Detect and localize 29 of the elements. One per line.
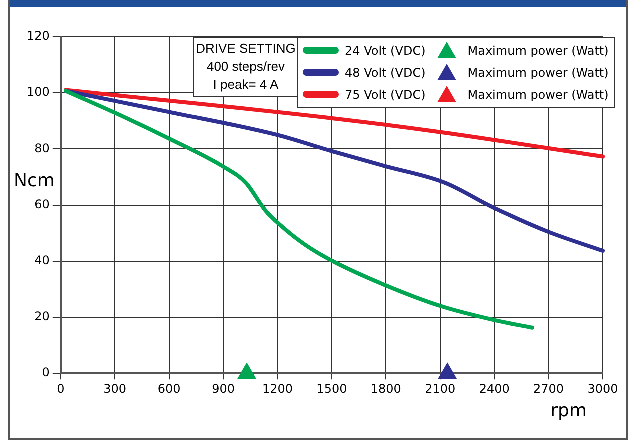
legend-label: Maximum power (Watt) (468, 44, 609, 58)
x-tick-label: 900 (212, 382, 235, 396)
legend-label: Maximum power (Watt) (468, 88, 609, 102)
y-tick-label: 60 (34, 197, 50, 212)
x-axis-title: rpm (550, 400, 587, 422)
annotation: I peak= 4 A (212, 76, 280, 94)
x-tick-label: 1200 (262, 382, 294, 396)
x-tick-label: 600 (158, 382, 181, 396)
y-axis-title: Ncm (14, 170, 55, 192)
y-tick-label: 120 (27, 29, 50, 44)
x-tick-label: 1800 (370, 382, 402, 396)
x-tick-label: 2400 (479, 382, 510, 396)
y-tick-label: 20 (34, 310, 50, 324)
legend-label: 75 Volt (VDC) (345, 88, 426, 102)
x-tick-label: 1500 (316, 382, 348, 396)
y-tick-label: 100 (27, 85, 50, 100)
x-tick-label: 2100 (425, 382, 456, 396)
legend-label: 24 Volt (VDC) (345, 44, 426, 58)
x-tick-label: 0 (57, 382, 65, 396)
y-tick-label: 40 (34, 254, 50, 268)
x-tick-label: 3000 (588, 382, 618, 396)
annotation: 400 steps/rev (206, 58, 286, 76)
y-tick-label: 0 (42, 366, 50, 380)
x-tick-label: 300 (104, 382, 127, 396)
legend-label: 48 Volt (VDC) (345, 66, 426, 80)
legend-label: Maximum power (Watt) (468, 66, 609, 80)
y-tick-label: 80 (34, 141, 50, 156)
x-tick-label: 2700 (534, 382, 564, 396)
annotation: DRIVE SETTING (195, 40, 297, 58)
